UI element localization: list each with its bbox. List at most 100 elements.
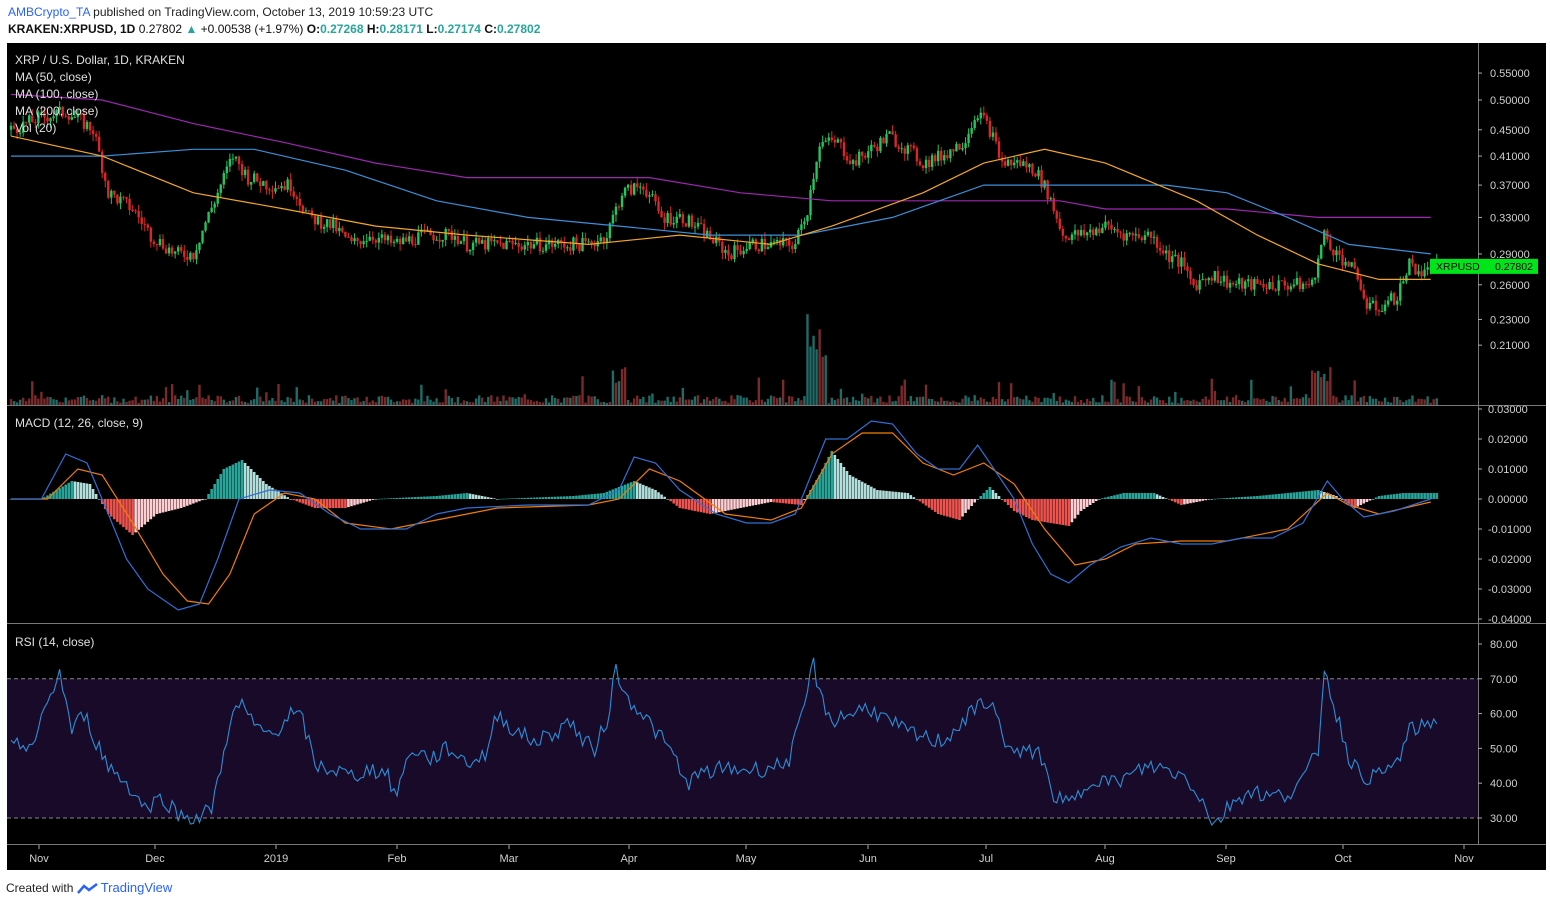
candle-body — [49, 118, 52, 122]
candle-body — [651, 194, 654, 196]
macd-histogram-bar — [1292, 492, 1296, 499]
candle-body — [927, 159, 931, 167]
candle-body — [523, 245, 526, 250]
macd-histogram-bar — [258, 478, 262, 499]
macd-histogram-bar — [657, 492, 660, 499]
volume-bar — [654, 402, 657, 405]
candle-body — [18, 132, 22, 134]
candle-body — [213, 203, 216, 208]
volume-bar — [982, 398, 985, 405]
volume-bar — [1104, 401, 1107, 405]
macd-histogram-bar — [1189, 499, 1192, 504]
volume-bar — [94, 400, 98, 405]
volume-bar — [958, 402, 961, 405]
candle-body — [1256, 279, 1259, 284]
macd-histogram-bar — [547, 496, 551, 499]
macd-tick-label: -0.02000 — [1488, 554, 1531, 566]
volume-bar — [1198, 402, 1201, 405]
volume-bar — [1368, 396, 1372, 405]
macd-histogram-bar — [690, 499, 694, 511]
volume-bar — [1298, 398, 1302, 405]
volume-bar — [1271, 396, 1274, 405]
volume-bar — [52, 399, 55, 405]
macd-histogram-bar — [1243, 496, 1247, 499]
volume-bar — [180, 395, 183, 405]
macd-histogram-bar — [1253, 496, 1256, 499]
macd-histogram-bar — [1344, 499, 1347, 502]
volume-bar — [368, 402, 371, 405]
macd-histogram-bar — [745, 499, 748, 507]
macd-histogram-bar — [906, 493, 910, 499]
macd-histogram-bar — [645, 486, 648, 499]
candle-body — [46, 117, 49, 122]
macd-histogram-bar — [158, 499, 162, 514]
rsi-tick-label: 40.00 — [1490, 778, 1518, 790]
macd-histogram-bar — [262, 481, 265, 499]
candle-body — [362, 241, 365, 245]
candle-body — [228, 158, 232, 167]
volume-bar — [1247, 400, 1250, 405]
candle-body — [1368, 302, 1372, 309]
candle-body — [1198, 280, 1201, 290]
macd-histogram-bar — [1094, 499, 1098, 501]
volume-bar — [490, 395, 493, 405]
macd-histogram-bar — [678, 499, 682, 508]
candle-body — [1140, 237, 1144, 240]
open-value: 0.27268 — [320, 22, 364, 36]
candle-body — [9, 125, 13, 130]
volume-bar — [31, 381, 34, 405]
macd-histogram-bar — [1195, 499, 1198, 502]
macd-histogram-bar — [897, 492, 900, 499]
volume-bar — [1116, 399, 1119, 405]
price-tick-label: 0.26000 — [1490, 280, 1530, 292]
candle-body — [517, 242, 520, 247]
macd-histogram-bar — [1219, 498, 1223, 499]
macd-histogram-bar — [204, 499, 207, 500]
volume-bar — [639, 398, 642, 405]
volume-bar — [626, 400, 630, 405]
macd-histogram-bar — [885, 490, 888, 499]
volume-bar — [1082, 402, 1086, 405]
macd-histogram-bar — [1058, 499, 1062, 525]
candle-body — [450, 230, 453, 240]
volume-bar — [751, 402, 754, 405]
volume-bar — [636, 395, 639, 405]
macd-histogram-bar — [389, 498, 393, 499]
candle-body — [827, 137, 830, 141]
macd-histogram-bar — [1429, 493, 1432, 499]
macd-histogram-bar — [815, 480, 818, 499]
macd-histogram-bar — [1110, 496, 1113, 499]
macd-histogram-bar — [179, 499, 183, 508]
volume-bar — [40, 391, 43, 405]
candle-body — [280, 186, 283, 189]
macd-histogram-bar — [134, 499, 137, 533]
macd-histogram-bar — [967, 499, 970, 510]
candle-body — [605, 238, 609, 244]
candle-body — [1128, 233, 1131, 235]
volume-bar — [864, 397, 867, 405]
candle-body — [940, 150, 943, 161]
volume-bar — [1089, 401, 1092, 405]
volume-bar — [429, 399, 432, 405]
macd-histogram-bar — [1098, 499, 1101, 500]
macd-histogram-bar — [116, 499, 119, 522]
candle-body — [249, 181, 253, 185]
volume-bar — [353, 398, 356, 405]
volume-bar — [964, 395, 967, 405]
tradingview-brand[interactable]: TradingView — [100, 880, 173, 895]
volume-bar — [803, 396, 806, 405]
macd-histogram-bar — [1119, 493, 1122, 499]
macd-histogram-bar — [827, 457, 831, 499]
volume-bar — [620, 369, 624, 405]
volume-bar — [231, 400, 235, 405]
macd-histogram-bar — [939, 499, 943, 515]
macd-histogram-bar — [368, 499, 372, 501]
candle-body — [924, 159, 928, 169]
author-link[interactable]: AMBCrypto_TA — [8, 5, 90, 19]
candle-body — [353, 238, 356, 242]
candle-body — [514, 242, 517, 244]
macd-histogram-bar — [894, 491, 897, 499]
macd-histogram-bar — [1116, 494, 1119, 499]
volume-bar — [1332, 395, 1335, 405]
